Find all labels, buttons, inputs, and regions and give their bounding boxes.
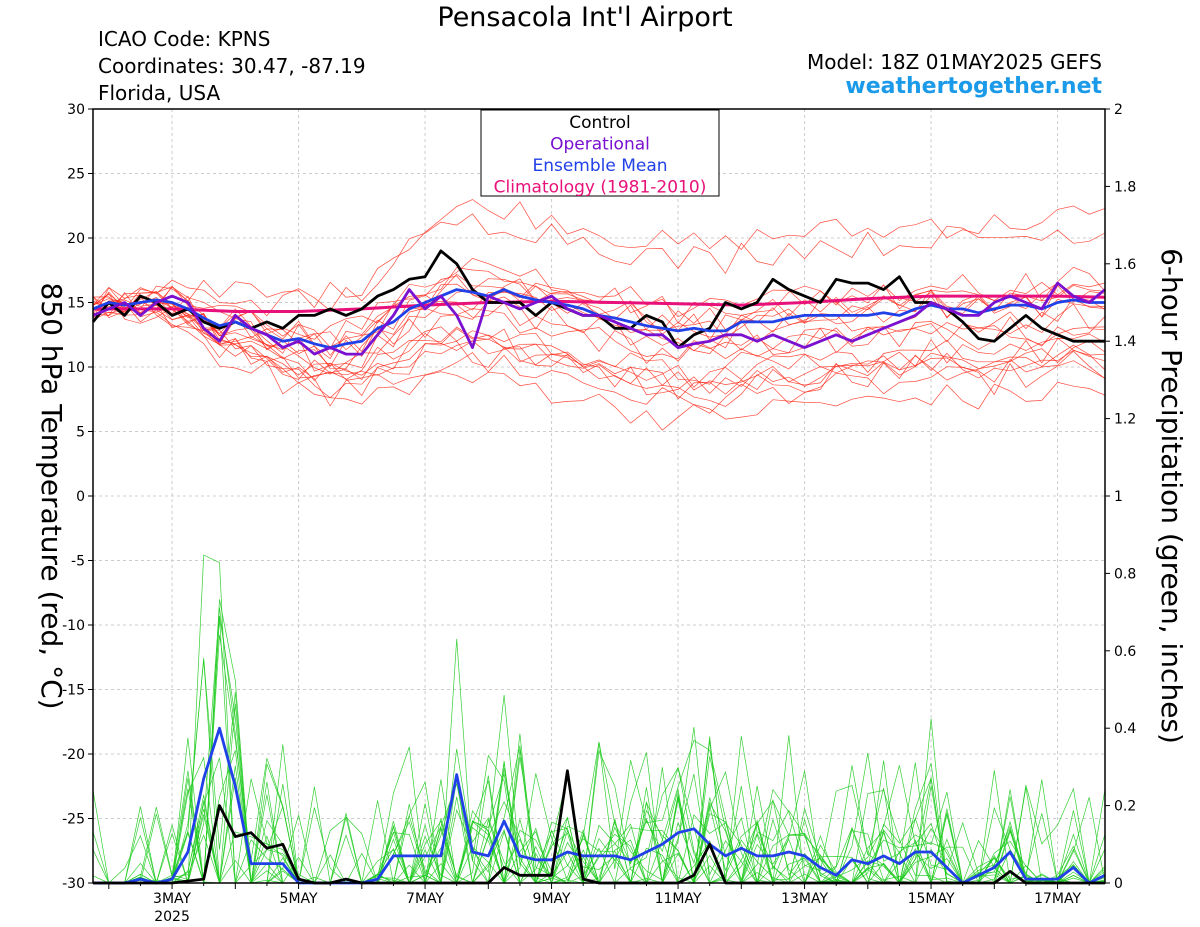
right-tick-label: 1.6 [1114,257,1136,273]
temp-member-line [92,296,1106,370]
x-tick-label: 5MAY [280,891,318,907]
precip-member-line [93,727,1105,885]
region: Florida, USA [98,81,221,105]
site-link[interactable]: weathertogether.net [845,74,1102,99]
legend-entry: Control [569,113,630,133]
right-tick-label: 0.4 [1114,721,1136,737]
right-tick-label: 0.6 [1114,644,1136,660]
right-tick-label: 0.2 [1114,799,1136,815]
left-tick-label: -15 [62,683,85,699]
right-tick-label: 2 [1114,102,1123,118]
temp-member-line [92,299,1106,397]
left-tick-label: -10 [62,618,85,634]
x-tick-label: 9MAY [533,891,571,907]
right-axis-label: 6-hour Precipitation (green, inches) [1155,248,1188,744]
coordinates: Coordinates: 30.47, -87.19 [98,54,366,78]
temp-member-line [92,258,1106,340]
left-tick-label: 10 [67,360,85,376]
legend-entry: Ensemble Mean [532,156,667,176]
legend-box [480,109,720,197]
legend-entry: Operational [550,135,650,155]
left-tick-label: -25 [62,812,85,828]
x-tick-label: 3MAY [153,891,191,907]
axes: -30-25-20-15-10-505101520253000.20.40.60… [62,102,1136,925]
right-tick-label: 1.2 [1114,412,1136,428]
right-tick-label: 1.4 [1114,334,1136,350]
temp-member-line [92,199,1106,315]
left-tick-label: 25 [67,167,85,183]
precip-member-line [93,554,1106,885]
temp-climatology-line [93,294,1106,313]
left-tick-label: 30 [67,102,85,118]
right-tick-label: 1.8 [1114,179,1136,195]
temp-member-line [92,291,1106,372]
left-tick-label: 15 [67,296,85,312]
temp-member-line [92,278,1106,356]
left-tick-label: 20 [67,231,85,247]
x-tick-label: 13MAY [781,891,828,907]
precip-ensemble-mean-line [93,726,1106,885]
left-axis-label: 850 hPa Temperature (red, °C) [35,282,68,709]
legend-entry: Climatology (1981-2010) [494,178,707,198]
right-tick-label: 0.8 [1114,566,1136,582]
temp-member-line [92,296,1106,385]
left-tick-label: 0 [76,489,85,505]
model-run: Model: 18Z 01MAY2025 GEFS [807,50,1102,74]
x-tick-sublabel: 2025 [154,909,190,925]
temp-member-line [92,296,1106,431]
x-tick-label: 17MAY [1034,891,1081,907]
left-tick-label: -30 [62,876,85,892]
temp-member-line [92,296,1106,400]
right-tick-label: 1 [1114,489,1123,505]
left-tick-label: -5 [71,554,85,570]
x-tick-label: 15MAY [908,891,955,907]
precip-member-line [93,607,1106,885]
left-tick-label: 5 [76,425,85,441]
temp-member-line [92,300,1106,391]
chart-title: Pensacola Int'l Airport [437,2,733,33]
temp-operational-line [92,281,1106,356]
left-tick-label: -20 [62,747,85,763]
temp-member-line [92,300,1106,414]
x-tick-label: 7MAY [406,891,444,907]
x-tick-label: 11MAY [655,891,702,907]
precip-member-line [93,615,1106,885]
right-tick-label: 0 [1114,876,1123,892]
icao-code: ICAO Code: KPNS [98,27,271,51]
